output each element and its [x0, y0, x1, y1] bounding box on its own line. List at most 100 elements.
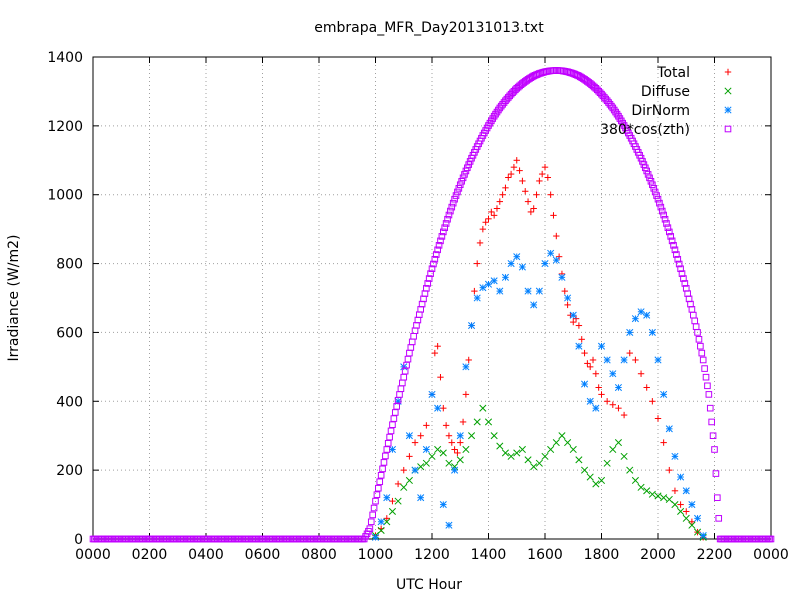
data-point: [507, 170, 515, 178]
data-point: [430, 260, 437, 268]
data-point: [626, 349, 633, 357]
data-point: [442, 220, 450, 227]
data-point: [462, 445, 470, 454]
data-point: [397, 385, 405, 393]
y-tick-label: 1200: [47, 119, 83, 135]
data-point: [496, 287, 504, 295]
data-point: [423, 285, 430, 292]
data-point: [535, 459, 543, 467]
data-point: [544, 174, 552, 181]
data-point: [473, 418, 481, 426]
data-point: [501, 273, 510, 281]
data-point: [476, 239, 484, 247]
data-point: [654, 195, 662, 203]
legend-item: Total: [656, 65, 732, 81]
data-point: [637, 370, 645, 377]
data-point: [479, 284, 487, 292]
data-point: [677, 473, 685, 481]
data-point: [580, 380, 589, 388]
data-point: [709, 432, 717, 440]
data-point: [699, 356, 707, 364]
data-point: [648, 328, 656, 336]
data-point: [394, 497, 402, 505]
data-point: [445, 459, 453, 467]
data-point: [603, 459, 611, 467]
data-point: [404, 355, 412, 363]
data-point: [456, 181, 464, 189]
data-point: [373, 491, 381, 498]
data-point: [444, 215, 451, 223]
data-point: [680, 275, 687, 282]
data-point: [366, 525, 374, 532]
data-point: [396, 391, 403, 398]
data-point: [417, 463, 425, 471]
data-point: [377, 518, 385, 526]
data-point: [671, 452, 679, 460]
data-point: [699, 532, 707, 540]
data-point: [445, 521, 453, 529]
y-tick-label: 800: [56, 257, 83, 273]
data-point: [458, 177, 465, 185]
data-point: [575, 342, 583, 350]
y-tick-label: 1000: [47, 188, 83, 204]
data-point: [550, 212, 557, 219]
data-point: [369, 511, 376, 519]
data-point: [496, 198, 503, 205]
data-point: [383, 515, 390, 522]
chart-title: embrapa_MFR_Day20131013.txt: [314, 20, 544, 36]
data-point: [388, 507, 397, 516]
legend-item: 380*cos(zth): [600, 122, 732, 138]
data-point: [510, 163, 518, 171]
data-point: [431, 349, 439, 357]
data-point: [431, 255, 439, 263]
data-point: [390, 415, 398, 422]
data-point: [656, 199, 663, 207]
data-point: [587, 363, 594, 371]
data-point: [530, 301, 538, 309]
data-point: [502, 184, 509, 192]
data-point: [620, 452, 628, 460]
data-point: [575, 322, 583, 329]
x-tick-label: 1800: [584, 547, 620, 563]
data-point: [620, 356, 628, 364]
legend-label: DirNorm: [631, 103, 690, 119]
data-point: [382, 452, 389, 460]
data-point: [467, 321, 476, 330]
legend: Total Diffuse DirNorm 380*cos(zth): [600, 65, 732, 138]
data-point: [522, 188, 529, 195]
data-point: [407, 344, 415, 351]
data-point: [698, 349, 706, 357]
data-point: [513, 157, 520, 164]
data-point: [643, 167, 651, 175]
data-point: [438, 233, 446, 240]
x-tick-label: 0200: [132, 547, 168, 563]
data-point: [643, 384, 650, 391]
data-point: [507, 452, 515, 460]
series-star: [371, 249, 707, 541]
data-point: [693, 528, 702, 536]
data-point: [417, 494, 425, 502]
legend-item: DirNorm: [631, 103, 732, 119]
data-point: [552, 256, 560, 264]
data-point: [493, 205, 501, 212]
data-point: [697, 342, 704, 350]
data-point: [424, 280, 432, 287]
data-point: [692, 323, 700, 330]
data-point: [586, 397, 594, 405]
data-point: [631, 476, 639, 485]
data-point: [702, 373, 710, 381]
data-point: [682, 487, 690, 495]
y-axis-title: Irradiance (W/m2): [6, 235, 22, 362]
series-layer: [89, 67, 775, 543]
data-point: [671, 501, 679, 509]
data-point: [383, 494, 391, 502]
data-point: [637, 308, 645, 316]
data-point: [451, 466, 459, 474]
data-point: [435, 242, 443, 249]
data-point: [647, 177, 655, 185]
data-point: [658, 207, 666, 215]
data-point: [448, 203, 456, 211]
data-point: [663, 220, 670, 227]
data-point: [428, 265, 436, 273]
data-point: [714, 494, 721, 501]
